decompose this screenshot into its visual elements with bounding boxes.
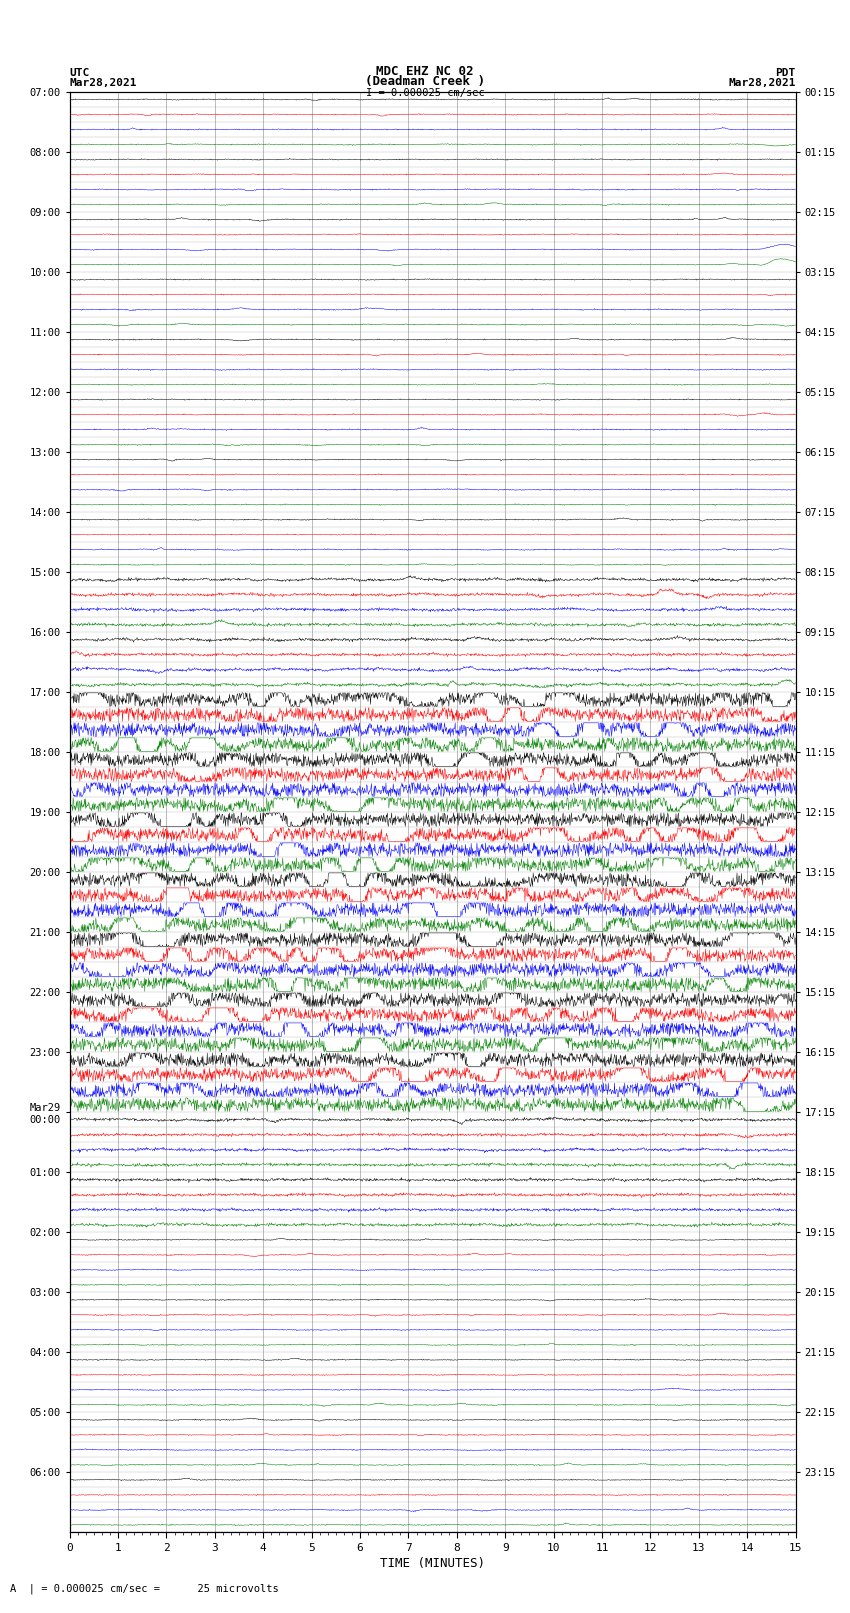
Text: (Deadman Creek ): (Deadman Creek ): [365, 74, 485, 87]
Text: Mar28,2021: Mar28,2021: [728, 77, 796, 87]
Text: UTC: UTC: [70, 68, 90, 77]
Text: Mar28,2021: Mar28,2021: [70, 77, 137, 87]
Text: I = 0.000025 cm/sec: I = 0.000025 cm/sec: [366, 87, 484, 97]
Text: A  | = 0.000025 cm/sec =      25 microvolts: A | = 0.000025 cm/sec = 25 microvolts: [10, 1582, 279, 1594]
X-axis label: TIME (MINUTES): TIME (MINUTES): [380, 1557, 485, 1569]
Text: MDC EHZ NC 02: MDC EHZ NC 02: [377, 65, 473, 77]
Text: PDT: PDT: [775, 68, 796, 77]
